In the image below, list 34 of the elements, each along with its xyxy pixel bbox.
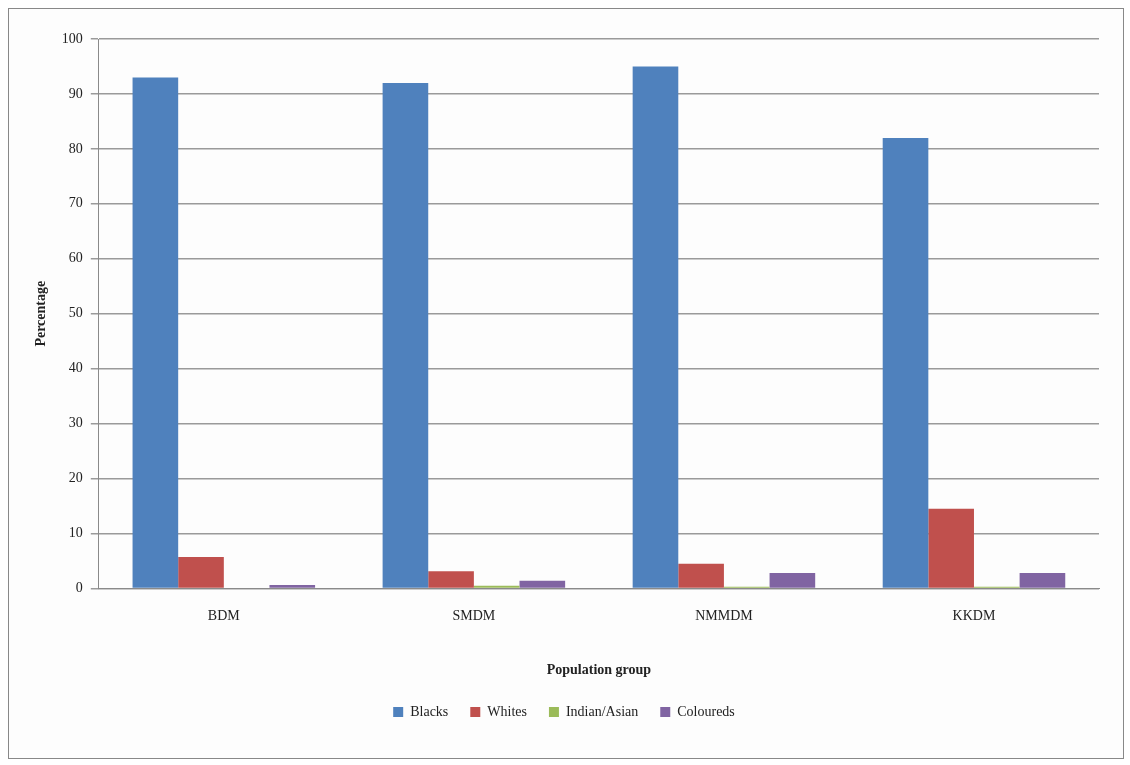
bar: [519, 580, 566, 588]
y-tick-label: 70: [68, 195, 83, 211]
y-tick-label: 40: [68, 360, 83, 376]
bar: [928, 508, 974, 588]
y-axis-title: Percentage: [33, 280, 49, 347]
legend-label: Coloureds: [677, 703, 735, 719]
bar: [882, 137, 929, 588]
bar: [178, 557, 224, 588]
bar: [769, 573, 816, 588]
bar: [473, 585, 520, 588]
legend-label: Blacks: [410, 703, 449, 719]
y-tick-label: 50: [68, 305, 83, 321]
y-tick-label: 10: [68, 525, 83, 541]
legend-label: Whites: [487, 703, 527, 719]
x-tick-label: NMMDM: [695, 608, 754, 624]
x-tick-label: SMDM: [452, 608, 496, 624]
y-tick-label: 90: [68, 85, 83, 101]
bar: [678, 563, 724, 588]
y-tick-label: 80: [68, 140, 83, 156]
y-tick-label: 30: [68, 415, 83, 431]
y-tick-label: 100: [61, 30, 83, 46]
bar: [428, 571, 474, 588]
bar: [382, 82, 429, 588]
y-tick-label: 0: [75, 580, 83, 596]
x-tick-label: KKDM: [952, 608, 996, 624]
bar: [269, 585, 316, 588]
x-tick-label: BDM: [207, 608, 241, 624]
y-tick-label: 60: [68, 250, 83, 266]
bar: [132, 77, 179, 588]
y-tick-label: 20: [68, 470, 83, 486]
bar: [632, 66, 679, 588]
bar: [1019, 573, 1066, 588]
x-axis-title: Population group: [546, 662, 652, 678]
legend-label: Indian/Asian: [565, 703, 639, 719]
